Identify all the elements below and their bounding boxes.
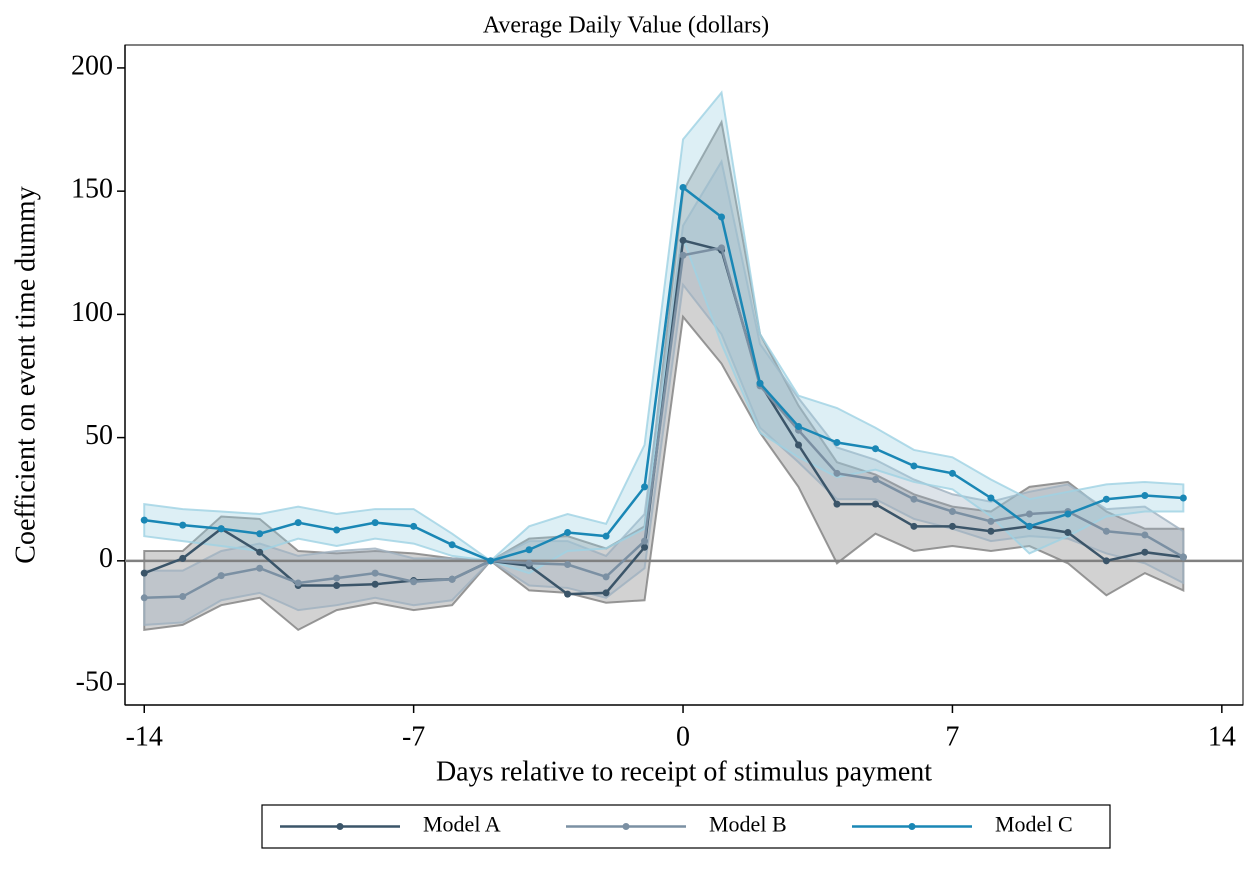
- legend-box: [261, 804, 1111, 849]
- data-point: [1102, 495, 1110, 503]
- data-point: [602, 532, 610, 540]
- data-point: [564, 590, 572, 598]
- y-tick-label: 100: [71, 297, 113, 328]
- chart-title: Average Daily Value (dollars): [483, 13, 769, 39]
- data-point: [564, 561, 572, 569]
- y-tick-label: 150: [71, 174, 113, 205]
- series-line: [144, 185, 1184, 563]
- data-point: [179, 521, 187, 529]
- data-point: [1141, 548, 1149, 556]
- data-point: [179, 593, 187, 601]
- data-point: [871, 445, 879, 453]
- data-point: [1141, 531, 1149, 539]
- data-point: [794, 423, 802, 431]
- data-point: [410, 578, 418, 586]
- y-tick-label: -50: [76, 666, 113, 697]
- x-axis-label: Days relative to receipt of stimulus pay…: [436, 756, 932, 787]
- x-tick-label: 7: [945, 721, 959, 752]
- data-point: [371, 569, 379, 577]
- data-point: [641, 483, 649, 491]
- data-point: [718, 244, 726, 252]
- data-point: [948, 522, 956, 530]
- data-point: [217, 525, 225, 533]
- data-point: [679, 251, 687, 259]
- data-point: [371, 519, 379, 527]
- data-point: [564, 528, 572, 536]
- data-point: [140, 516, 148, 524]
- data-point: [756, 379, 764, 387]
- legend-marker: [908, 823, 916, 830]
- data-point: [948, 469, 956, 477]
- data-point: [448, 541, 456, 549]
- data-point: [910, 462, 918, 470]
- data-point: [987, 517, 995, 525]
- data-point: [333, 526, 341, 534]
- data-point: [217, 572, 225, 580]
- data-point: [256, 564, 264, 572]
- data-point: [140, 569, 148, 577]
- data-point: [525, 546, 533, 554]
- data-point: [1102, 557, 1110, 565]
- x-tick-label: 0: [676, 721, 690, 752]
- x-tick-label: -14: [126, 721, 163, 752]
- data-point: [448, 575, 456, 583]
- legend-label: Model C: [995, 812, 1073, 837]
- data-point: [487, 557, 495, 565]
- data-point: [641, 543, 649, 551]
- data-point: [948, 508, 956, 516]
- data-point: [256, 548, 264, 556]
- legend-label: Model B: [709, 812, 787, 837]
- y-axis-label: Coefficient on event time dummy: [10, 186, 41, 563]
- data-point: [1064, 528, 1072, 536]
- data-point: [871, 500, 879, 508]
- y-tick-label: 50: [85, 420, 113, 451]
- x-tick-label: -7: [402, 721, 425, 752]
- data-point: [987, 527, 995, 535]
- data-point: [602, 589, 610, 597]
- data-point: [641, 537, 649, 545]
- data-point: [371, 580, 379, 588]
- data-point: [910, 522, 918, 530]
- data-point: [833, 500, 841, 508]
- data-point: [833, 469, 841, 477]
- data-point: [1025, 510, 1033, 518]
- data-point: [602, 573, 610, 581]
- data-point: [179, 554, 187, 562]
- y-tick-label: 0: [99, 543, 113, 574]
- data-point: [987, 494, 995, 502]
- data-point: [833, 439, 841, 447]
- data-point: [410, 522, 418, 530]
- data-point: [718, 213, 726, 221]
- data-point: [1141, 492, 1149, 500]
- data-point: [140, 594, 148, 602]
- data-point: [794, 441, 802, 449]
- data-point: [256, 530, 264, 538]
- data-point: [910, 495, 918, 503]
- data-point: [679, 183, 687, 191]
- plot-frame: [124, 44, 1244, 706]
- x-tick-label: 14: [1208, 721, 1236, 752]
- data-point: [1179, 494, 1187, 502]
- data-point: [679, 236, 687, 244]
- data-point: [294, 519, 302, 527]
- legend-label: Model A: [423, 812, 501, 837]
- data-point: [294, 579, 302, 587]
- data-point: [333, 574, 341, 582]
- legend-marker: [622, 823, 630, 830]
- data-point: [1064, 510, 1072, 518]
- data-point: [1025, 522, 1033, 530]
- legend-marker: [336, 823, 344, 830]
- data-point: [871, 475, 879, 483]
- series-line: [144, 246, 1184, 600]
- y-tick-label: 200: [71, 50, 113, 81]
- data-point: [1102, 527, 1110, 535]
- data-point: [525, 559, 533, 567]
- data-point: [333, 581, 341, 589]
- data-point: [1179, 553, 1187, 561]
